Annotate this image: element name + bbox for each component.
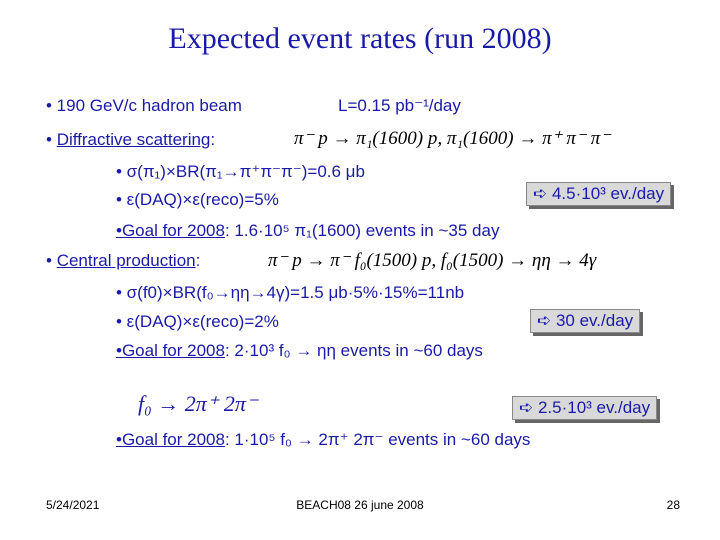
diffractive-cross-section: • σ(π₁)×BR(π₁→π⁺π⁻π⁻)=0.6 μb: [116, 162, 365, 181]
diffractive-efficiency: • ε(DAQ)×ε(reco)=5%: [116, 190, 279, 209]
diffractive-heading: • Diffractive scattering:: [46, 130, 215, 150]
page-number: 28: [666, 498, 680, 512]
goal-text: : 1·10⁵ f₀ → 2π⁺ 2π⁻ events in ~60 days: [224, 430, 531, 449]
goal-label: •Goal for 2008: [116, 430, 225, 449]
central-cross-section: • σ(f0)×BR(f₀→ηη→4γ)=1.5 μb·5%·15%=11nb: [116, 283, 465, 302]
diffractive-formula: π⁻ p → π₁(1600) p, π₁(1600) → π⁺ π⁻ π⁻: [294, 128, 611, 149]
diffractive-rate-box: ➪ 4.5·10³ ev./day: [526, 182, 672, 206]
goal-label: •Goal for 2008: [116, 221, 225, 240]
footer-center: BEACH08 26 june 2008: [296, 498, 424, 512]
central-label: Central production: [56, 251, 196, 270]
central-formula: π⁻ p → π⁻ f₀(1500) p, f₀(1500) → ηη → 4γ: [268, 250, 597, 271]
luminosity-text: L=0.15 pb⁻¹/day: [338, 96, 461, 115]
colon: :: [195, 251, 201, 270]
diffractive-goal: •Goal for 2008: 1.6·10⁵ π₁(1600) events …: [116, 221, 499, 241]
goal-label: •Goal for 2008: [116, 341, 225, 360]
central-heading: • Central production:: [46, 251, 200, 271]
diffractive-label: Diffractive scattering: [56, 130, 211, 149]
central-goal: •Goal for 2008: 2·10³ f₀ → ηη events in …: [116, 341, 483, 361]
central-efficiency: • ε(DAQ)×ε(reco)=2%: [116, 312, 279, 331]
central-rate-box: ➪ 30 ev./day: [530, 309, 641, 333]
bullet: •: [46, 130, 52, 149]
four-pi-goal: •Goal for 2008: 1·10⁵ f₀ → 2π⁺ 2π⁻ event…: [116, 430, 530, 450]
bullet: •: [46, 251, 52, 270]
four-pi-rate-box: ➪ 2.5·10³ ev./day: [512, 396, 658, 420]
beam-text: • 190 GeV/c hadron beam: [46, 96, 242, 115]
colon: :: [210, 130, 216, 149]
goal-text: : 2·10³ f₀ → ηη events in ~60 days: [224, 341, 483, 360]
footer-date: 5/24/2021: [46, 498, 100, 512]
goal-text: : 1.6·10⁵ π₁(1600) events in ~35 day: [224, 221, 500, 240]
slide-title: Expected event rates (run 2008): [168, 22, 552, 55]
four-pi-formula: f₀ → 2π⁺ 2π⁻: [138, 391, 258, 416]
